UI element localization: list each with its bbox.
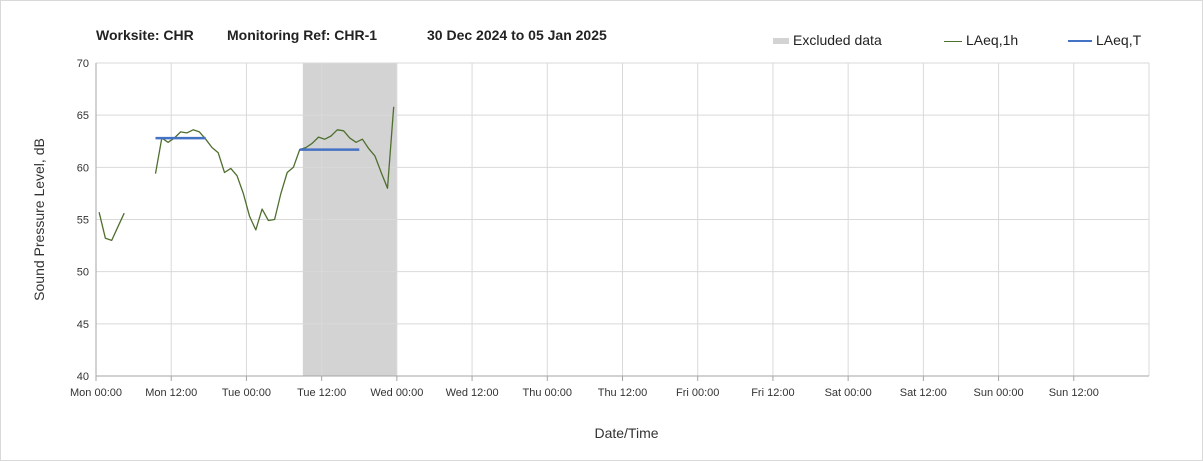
legend-laeqt-swatch bbox=[1068, 40, 1092, 43]
legend-item-excluded: Excluded data bbox=[773, 32, 882, 48]
x-axis-title: Date/Time bbox=[594, 425, 658, 441]
x-tick-label: Fri 00:00 bbox=[676, 387, 719, 399]
x-tick-label: Sun 12:00 bbox=[1049, 387, 1099, 399]
grid-layer bbox=[95, 62, 1150, 377]
legend-laeq1h-label: LAeq,1h bbox=[966, 32, 1019, 48]
legend-laeqt-label: LAeq,T bbox=[1096, 32, 1142, 48]
x-tick-label: Thu 00:00 bbox=[523, 387, 573, 399]
y-tick-label: 65 bbox=[77, 110, 89, 122]
series-laeq1h-line bbox=[98, 212, 125, 242]
y-tick-label: 55 bbox=[77, 215, 89, 227]
series-layer bbox=[98, 106, 395, 242]
legend-item-laeq1h: LAeq,1h bbox=[944, 32, 1018, 48]
x-tick-label: Fri 12:00 bbox=[751, 387, 794, 399]
y-tick-label: 70 bbox=[77, 58, 89, 70]
x-tick-label: Mon 12:00 bbox=[145, 387, 197, 399]
x-tick-label: Mon 00:00 bbox=[70, 387, 122, 399]
x-tick-label: Sat 00:00 bbox=[825, 387, 872, 399]
series-laeq1h-line bbox=[154, 106, 395, 231]
worksite-title: Worksite: CHR bbox=[96, 27, 194, 43]
x-tick-label: Tue 00:00 bbox=[222, 387, 271, 399]
date-range-title: 30 Dec 2024 to 05 Jan 2025 bbox=[427, 27, 607, 43]
x-tick-label: Tue 12:00 bbox=[297, 387, 346, 399]
y-axis-title: Sound Pressure Level, dB bbox=[31, 138, 47, 301]
label-layer: Sound Pressure Level, dB Date/Time bbox=[31, 138, 659, 441]
legend-laeq1h-swatch bbox=[944, 40, 962, 42]
x-tick-label: Sat 12:00 bbox=[900, 387, 947, 399]
y-tick-label: 45 bbox=[77, 319, 89, 331]
y-tick-label: 50 bbox=[77, 267, 89, 279]
y-tick-label: 40 bbox=[77, 371, 89, 383]
monitoring-ref-title: Monitoring Ref: CHR-1 bbox=[227, 27, 378, 43]
x-tick-label: Sun 00:00 bbox=[973, 387, 1023, 399]
x-tick-label: Thu 12:00 bbox=[598, 387, 648, 399]
legend-excluded-label: Excluded data bbox=[793, 32, 882, 48]
legend-excluded-swatch bbox=[773, 38, 789, 45]
x-tick-label: Wed 12:00 bbox=[446, 387, 499, 399]
x-tick-label: Wed 00:00 bbox=[370, 387, 423, 399]
axis-layer: 40 45 50 55 60 65 70 Mon 00:00 Mon 12:00 Tue 00:0… bbox=[70, 58, 1149, 399]
legend-item-laeqt: LAeq,T bbox=[1068, 32, 1141, 48]
y-tick-label: 60 bbox=[77, 162, 89, 174]
